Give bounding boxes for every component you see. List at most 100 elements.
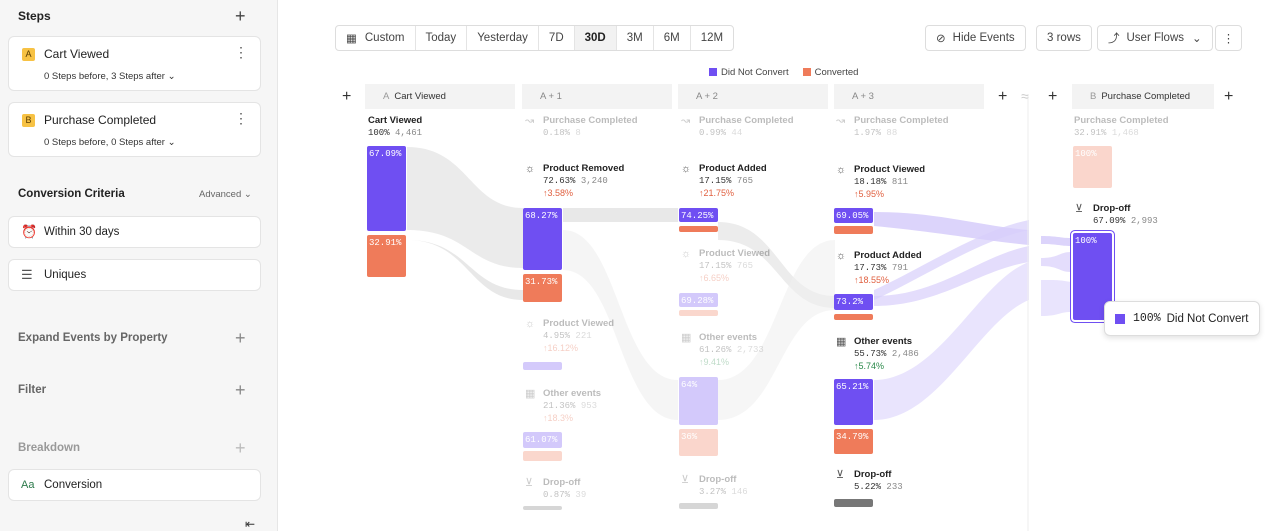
add-step-after-icon[interactable]: + [998, 88, 1008, 105]
text-type-icon: Aa [21, 479, 35, 491]
range-6m[interactable]: 6M [654, 26, 691, 50]
step-letter-badge: A [22, 48, 35, 61]
event-product-added[interactable]: ☼ Product Added 17.73% 791 ↑18.55% [836, 250, 922, 285]
add-step-icon[interactable]: + [235, 6, 246, 26]
range-30d[interactable]: 30D [574, 26, 617, 50]
event-cart-viewed[interactable]: Cart Viewed 100% 4,461 [368, 115, 423, 138]
arrow-down-circle-icon: ⊻ [1075, 203, 1084, 215]
bar-drop-off[interactable] [679, 503, 718, 509]
column-header-a1: A + 1 [522, 84, 672, 109]
bar-drop-off[interactable] [523, 506, 562, 510]
bar-not-convert[interactable]: 69.05% [834, 208, 873, 223]
bar-not-convert[interactable]: 73.2% [834, 294, 873, 310]
arrow-down-circle-icon: ⊻ [681, 474, 690, 486]
bar-drop-off[interactable] [834, 499, 873, 507]
bar-converted[interactable] [834, 314, 873, 320]
step-card-a[interactable]: A Cart Viewed ⋮ 0 Steps before, 3 Steps … [8, 36, 261, 91]
kebab-menu-icon[interactable]: ⋮ [234, 44, 248, 60]
event-drop-off[interactable]: ⊻ Drop-off 3.27% 146 [681, 474, 748, 497]
event-drop-off[interactable]: ⊻ Drop-off 0.87% 39 [525, 477, 587, 500]
range-custom[interactable]: ▦ Custom [336, 26, 416, 50]
step-letter-badge: B [22, 114, 35, 127]
approx-break-icon: ≈ [1021, 88, 1029, 104]
bar-converted[interactable]: 100% [1073, 146, 1112, 188]
bar-not-convert[interactable]: 67.09% [367, 146, 406, 231]
event-other-events[interactable]: ▦ Other events 21.36% 953 ↑18.3% [525, 388, 602, 423]
event-drop-off[interactable]: ⊻ Drop-off 67.09% 2,993 [1075, 203, 1158, 226]
event-product-removed[interactable]: ☼ Product Removed 72.63% 3,240 ↑3.58% [525, 163, 625, 198]
step-window-dropdown[interactable]: 0 Steps before, 0 Steps after ⌄ [44, 137, 176, 148]
conversion-window-option[interactable]: ⏰ Within 30 days [8, 216, 261, 248]
bar-converted[interactable]: 36% [679, 429, 718, 456]
kebab-menu-icon[interactable]: ⋮ [234, 110, 248, 126]
counting-method-option[interactable]: ☰ Uniques [8, 259, 261, 291]
add-step-before-icon[interactable]: + [342, 88, 352, 105]
grid-icon: ▦ [681, 332, 692, 344]
column-header-a2: A + 2 [678, 84, 828, 109]
arrow-down-circle-icon: ⊻ [836, 469, 845, 481]
add-filter-icon[interactable]: + [235, 380, 246, 400]
bar-not-convert[interactable]: 68.27% [523, 208, 562, 270]
step-window-dropdown[interactable]: 0 Steps before, 3 Steps after ⌄ [44, 71, 176, 82]
event-purchase-completed[interactable]: ↝ Purchase Completed 0.18% 8 [525, 115, 638, 138]
add-step-after-b-icon[interactable]: + [1224, 88, 1234, 105]
add-breakdown-icon[interactable]: + [235, 438, 246, 458]
conversion-criteria-title: Conversion Criteria [18, 188, 125, 200]
event-product-viewed[interactable]: ☼ Product Viewed 17.15% 765 ↑6.65% [681, 248, 771, 283]
cursor-click-icon: ☼ [836, 164, 847, 176]
flow-ribbons [407, 95, 1071, 531]
step-name: Purchase Completed [44, 113, 157, 127]
range-3m[interactable]: 3M [617, 26, 654, 50]
bar-converted[interactable] [679, 310, 718, 316]
event-purchase-completed[interactable]: Purchase Completed 32.91% 1,468 [1074, 115, 1169, 138]
step-name: Cart Viewed [44, 47, 110, 61]
range-12m[interactable]: 12M [700, 32, 724, 44]
eye-off-icon: ⊘ [936, 33, 946, 45]
column-header-a3: A + 3 [834, 84, 984, 109]
more-options-button[interactable]: ⋮ [1215, 25, 1242, 51]
breakdown-label: Conversion [44, 479, 103, 491]
rows-button[interactable]: 3 rows [1036, 25, 1092, 51]
event-product-added[interactable]: ☼ Product Added 17.15% 765 ↑21.75% [681, 163, 767, 198]
path-icon: ↝ [681, 115, 691, 127]
add-step-before-b-icon[interactable]: + [1048, 88, 1058, 105]
event-other-events[interactable]: ▦ Other events 61.26% 2,733 ↑9.41% [681, 332, 764, 367]
bar-converted[interactable] [523, 451, 562, 461]
event-purchase-completed[interactable]: ↝ Purchase Completed 0.99% 44 [681, 115, 794, 138]
hide-events-button[interactable]: ⊘ Hide Events [925, 25, 1026, 51]
collapse-sidebar-icon[interactable]: ⇤ [245, 517, 256, 531]
bar-converted[interactable] [679, 226, 718, 232]
alarm-clock-icon: ⏰ [21, 224, 38, 239]
bar-not-convert[interactable]: 65.21% [834, 379, 873, 425]
breakdown-conversion-option[interactable]: Aa Conversion [8, 469, 261, 501]
bar-not-convert[interactable]: 69.28% [679, 293, 718, 307]
event-product-viewed[interactable]: ☼ Product Viewed 4.95% 221 ↑16.12% [525, 318, 615, 353]
step-card-b[interactable]: B Purchase Completed ⋮ 0 Steps before, 0… [8, 102, 261, 157]
event-product-viewed[interactable]: ☼ Product Viewed 18.18% 811 ↑5.95% [836, 164, 926, 199]
bar-not-convert[interactable]: 74.25% [679, 208, 718, 222]
bar-not-convert[interactable]: 61.07% [523, 432, 562, 448]
event-other-events[interactable]: ▦ Other events 55.73% 2,486 ↑5.74% [836, 336, 919, 371]
event-purchase-completed[interactable]: ↝ Purchase Completed 1.97% 88 [836, 115, 949, 138]
counting-method-label: Uniques [44, 269, 87, 281]
tooltip-label: Did Not Convert [1166, 312, 1249, 325]
advanced-dropdown[interactable]: Advanced ⌄ [199, 189, 252, 200]
range-today[interactable]: Today [416, 26, 468, 50]
bar-not-convert[interactable] [523, 362, 562, 370]
tooltip-swatch [1115, 313, 1125, 324]
bar-converted[interactable]: 34.79% [834, 429, 873, 454]
column-header-b: B Purchase Completed [1072, 84, 1214, 109]
flow-chart-icon: ⤴ [1108, 33, 1120, 45]
bar-converted[interactable]: 31.73% [523, 274, 562, 302]
chevron-down-icon: ⌄ [167, 71, 176, 82]
range-yesterday[interactable]: Yesterday [467, 26, 539, 50]
path-icon: ↝ [836, 115, 846, 127]
bar-converted[interactable]: 32.91% [367, 235, 406, 277]
bar-not-convert[interactable]: 64% [679, 377, 718, 425]
bar-converted[interactable] [834, 226, 873, 234]
legend-converted: Converted [802, 67, 858, 78]
user-flows-dropdown[interactable]: ⤴ User Flows ⌄ [1097, 25, 1213, 51]
add-expand-icon[interactable]: + [235, 328, 246, 348]
range-7d[interactable]: 7D [539, 26, 575, 50]
event-drop-off[interactable]: ⊻ Drop-off 5.22% 233 [836, 469, 903, 492]
